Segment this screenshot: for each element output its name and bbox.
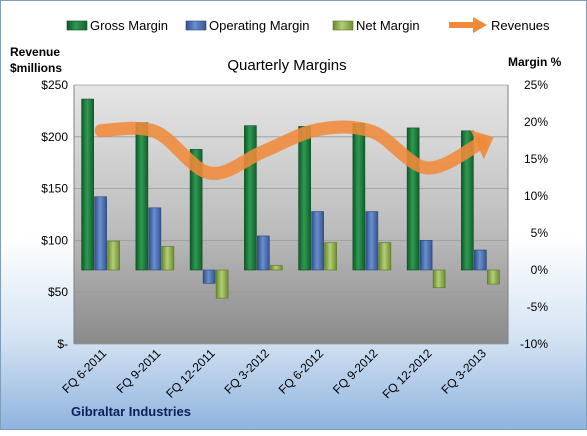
bar-net-margin: [215, 269, 229, 299]
left-axis-ticks: $- $50 $100 $150 $200 $250: [41, 78, 68, 351]
left-tick-label: $100: [41, 233, 68, 247]
revenue-line: [94, 120, 488, 180]
x-tick-label: FQ 6-2011: [59, 346, 109, 396]
bar-operating-margin: [365, 211, 379, 271]
left-axis-title-line1: Revenue: [10, 45, 60, 59]
legend-swatch-operating-margin: [185, 20, 207, 31]
right-tick-label: 15%: [524, 152, 548, 166]
bar-gross-margin: [461, 130, 474, 271]
right-tick-label: 10%: [524, 189, 548, 203]
bar-operating-margin: [148, 207, 162, 271]
bar-net-margin: [378, 242, 392, 271]
x-tick-label: FQ 3-2012: [222, 346, 273, 397]
x-tick-label: FQ 9-2011: [114, 346, 164, 396]
right-tick-label: 5%: [531, 226, 549, 240]
right-tick-label: -10%: [520, 337, 548, 351]
bar-gross-margin: [298, 126, 311, 271]
right-tick-label: 20%: [524, 115, 548, 129]
bar-net-margin: [487, 269, 500, 285]
bar-operating-margin: [202, 269, 216, 284]
x-tick-label: FQ 6-2012: [276, 346, 327, 397]
left-axis-title-line2: $millions: [10, 61, 62, 75]
x-tick-label: FQ 12-2012: [380, 346, 435, 401]
right-axis-ticks: -10% -5% 0% 5% 10% 15% 20% 25%: [520, 78, 548, 351]
revenue-line-layer: [94, 120, 494, 180]
bar-net-margin: [432, 269, 446, 289]
bar-net-margin: [161, 246, 175, 271]
revenue-arrowhead: [470, 130, 494, 160]
legend-label-net-margin: Net Margin: [356, 18, 420, 33]
right-axis-title: Margin %: [508, 55, 562, 69]
bar-gross-margin: [189, 149, 203, 271]
bar-gross-margin: [81, 98, 94, 271]
x-axis-ticks: FQ 6-2011 FQ 9-2011 FQ 12-2011 FQ 3-2012 FQ …: [59, 346, 489, 401]
left-tick-label: $200: [41, 130, 68, 144]
x-tick-label: FQ 12-2011: [163, 346, 218, 401]
right-tick-label: -5%: [527, 300, 549, 314]
legend-swatch-gross-margin: [66, 20, 88, 31]
x-tick-label: FQ 3-2013: [439, 346, 490, 397]
bar-net-margin: [324, 242, 337, 271]
bar-gross-margin: [244, 125, 257, 271]
company-footer: Gibraltar Industries: [71, 404, 191, 419]
left-tick-label: $-: [57, 337, 68, 351]
legend-label-gross-margin: Gross Margin: [90, 18, 168, 33]
legend-label-operating-margin: Operating Margin: [209, 18, 309, 33]
bars-layer: [81, 98, 500, 299]
legend-label-revenues: Revenues: [491, 18, 550, 33]
left-tick-label: $50: [48, 285, 68, 299]
legend-swatch-net-margin: [332, 20, 354, 31]
bar-operating-margin: [419, 240, 433, 271]
bar-operating-margin: [257, 235, 270, 271]
bar-operating-margin: [311, 211, 324, 271]
left-tick-label: $150: [41, 182, 68, 196]
right-tick-label: 25%: [524, 78, 548, 92]
bar-operating-margin: [474, 249, 487, 271]
legend: Gross Margin Operating Margin Net Margin…: [66, 17, 550, 33]
bar-operating-margin: [94, 196, 107, 271]
bar-gross-margin: [406, 127, 420, 271]
bar-gross-margin: [135, 122, 149, 271]
chart-title: Quarterly Margins: [227, 57, 346, 74]
bar-net-margin: [270, 265, 283, 271]
legend-swatch-revenues: [449, 17, 487, 33]
bar-net-margin: [107, 240, 120, 271]
x-tick-label: FQ 9-2012: [330, 346, 381, 397]
right-tick-label: 0%: [531, 263, 549, 277]
bar-gross-margin: [352, 123, 366, 271]
left-tick-label: $250: [41, 78, 68, 92]
